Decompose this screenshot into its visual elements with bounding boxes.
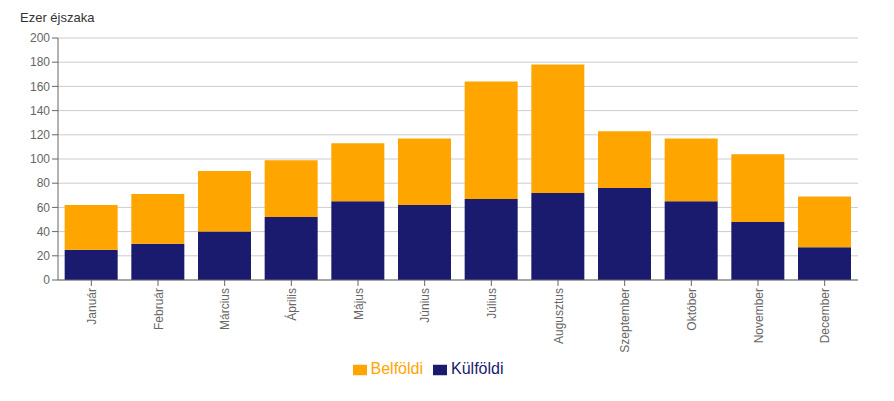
- svg-text:Szeptember: Szeptember: [618, 288, 632, 353]
- svg-text:120: 120: [30, 128, 50, 142]
- svg-text:180: 180: [30, 55, 50, 69]
- svg-text:20: 20: [37, 249, 51, 263]
- svg-text:December: December: [818, 288, 832, 343]
- html-text:Ezer éjszaka: Ezer éjszaka: [20, 10, 95, 25]
- svg-text:Január: Január: [85, 288, 99, 325]
- html-text:Külföldi: Külföldi: [451, 360, 504, 377]
- svg-text:Május: Május: [352, 288, 366, 320]
- svg-text:Július: Július: [485, 288, 499, 319]
- svg-text:Április: Április: [284, 288, 299, 321]
- svg-text:160: 160: [30, 80, 50, 94]
- svg-text:40: 40: [37, 225, 51, 239]
- svg-text:60: 60: [37, 201, 51, 215]
- svg-text:Június: Június: [418, 288, 432, 323]
- svg-text:140: 140: [30, 104, 50, 118]
- svg-text:Március: Március: [218, 288, 232, 330]
- svg-text:100: 100: [30, 152, 50, 166]
- svg-text:0: 0: [43, 273, 50, 287]
- svg-text:November: November: [752, 288, 766, 343]
- svg-text:80: 80: [37, 176, 51, 190]
- svg-text:200: 200: [30, 31, 50, 45]
- svg-text:Október: Október: [685, 288, 699, 331]
- svg-text:Augusztus: Augusztus: [552, 288, 566, 344]
- svg-text:Február: Február: [152, 288, 166, 330]
- html-text:Belföldi: Belföldi: [370, 360, 423, 377]
